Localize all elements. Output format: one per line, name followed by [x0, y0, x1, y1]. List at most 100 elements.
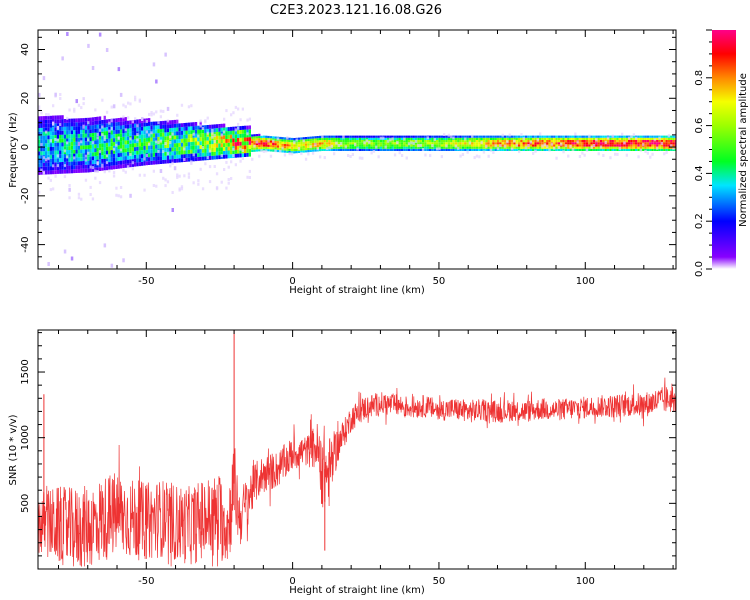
spectrogram-cell — [304, 148, 308, 151]
spectrogram-cell — [115, 133, 118, 138]
spectrogram-cell — [248, 176, 251, 179]
spectrogram-cell — [187, 146, 191, 150]
spectrogram-cell — [251, 143, 254, 146]
spectrogram-cell — [386, 142, 390, 145]
spectrogram-cell — [660, 148, 664, 151]
spectrogram-cell — [606, 148, 610, 151]
spectrogram-cell — [108, 138, 111, 143]
spectrogram-cell — [557, 135, 561, 138]
spectrogram-cell — [138, 158, 141, 163]
spectrogram-cell — [115, 157, 118, 162]
spectrogram-cell — [59, 115, 62, 120]
spectrogram-cell — [155, 148, 158, 153]
spectrogram-cell — [187, 105, 191, 109]
spectrogram-cell — [138, 99, 141, 103]
spectrogram-outlier — [91, 66, 95, 70]
spectrogram-cell — [105, 135, 109, 139]
spectrogram-cell — [176, 127, 179, 132]
spectrogram-cell — [578, 144, 582, 147]
spectrogram-cell — [150, 141, 153, 146]
spectrogram-cell — [54, 146, 57, 151]
spectrogram-cell — [176, 123, 179, 128]
spectrogram-cell — [166, 136, 170, 140]
spectrogram-cell — [630, 144, 633, 147]
spectrogram-cell — [354, 137, 357, 140]
spectrogram-cell — [290, 152, 294, 156]
spectrogram-cell — [426, 136, 429, 140]
spectrogram-cell — [653, 148, 657, 151]
spectrogram-cell — [480, 141, 483, 145]
spectrogram-cell — [525, 148, 528, 151]
spectrogram-cell — [651, 140, 654, 143]
spectrogram-cell — [281, 141, 284, 144]
spectrogram-cell — [328, 146, 331, 150]
spectrogram-cell — [98, 151, 102, 156]
spectrogram-cell — [157, 129, 160, 133]
spectrogram-cell — [321, 148, 324, 151]
spectrogram-cell — [215, 186, 219, 190]
x-tick-label: 0 — [289, 576, 295, 587]
spectrogram-cell — [183, 130, 186, 135]
spectrogram-cell — [400, 144, 404, 147]
spectrogram-cell — [241, 141, 244, 146]
spectrogram-cell — [632, 142, 635, 145]
spectrogram-cell — [522, 142, 525, 145]
spectrogram-cell — [68, 108, 71, 112]
spectrogram-cell — [117, 118, 120, 122]
spectrogram-cell — [105, 119, 109, 124]
spectrogram-cell — [162, 132, 165, 137]
spectrogram-cell — [585, 137, 589, 140]
spectrogram-cell — [61, 115, 64, 120]
spectrogram-cell — [131, 139, 134, 144]
spectrogram-cell — [452, 148, 455, 151]
spectrogram-cell — [122, 148, 125, 153]
spectrogram-cell — [63, 161, 67, 166]
spectrogram-cell — [124, 148, 127, 153]
spectrogram-cell — [119, 125, 123, 130]
spectrogram-cell — [452, 140, 455, 143]
spectrogram-cell — [571, 140, 575, 143]
spectrogram-cell — [141, 161, 144, 166]
spectrogram-cell — [309, 141, 312, 144]
spectrogram-cell — [251, 136, 254, 139]
spectrogram-cell — [349, 142, 352, 145]
spectrogram-cell — [578, 148, 582, 151]
spectrogram-cell — [110, 154, 113, 158]
spectrogram-cell — [134, 143, 137, 148]
spectrogram-cell — [391, 146, 394, 149]
spectrogram-cell — [47, 115, 50, 120]
spectrogram-cell — [365, 146, 369, 149]
spectrogram-cell — [447, 133, 450, 137]
spectrogram-cell — [429, 144, 432, 147]
spectrogram-cell — [623, 141, 626, 145]
spectrogram-cell — [119, 145, 123, 149]
spectrogram-cell — [87, 149, 90, 153]
spectrogram-cell — [646, 135, 649, 138]
spectrogram-cell — [253, 134, 256, 137]
spectrogram-cell — [501, 140, 504, 143]
spectrogram-cell — [103, 135, 106, 139]
spectrogram-cell — [119, 137, 123, 142]
spectrogram-cell — [96, 120, 99, 125]
spectrogram-cell — [398, 148, 401, 151]
spectrogram-cell — [642, 137, 645, 140]
spectrogram-cell — [127, 116, 130, 120]
spectrogram-cell — [248, 137, 251, 141]
spectrogram-cell — [473, 146, 476, 149]
spectrogram-cell — [244, 129, 247, 134]
spectrogram-cell — [136, 133, 139, 137]
spectrogram-cell — [457, 140, 460, 143]
spectrogram-cell — [414, 135, 418, 138]
spectrogram-cell — [372, 144, 376, 147]
spectrogram-cell — [335, 144, 338, 147]
spectrogram-cell — [482, 142, 486, 145]
spectrogram-cell — [272, 142, 275, 146]
spectrogram-cell — [450, 140, 453, 143]
spectrogram-outlier — [141, 117, 144, 122]
spectrogram-cell — [611, 142, 614, 145]
spectrogram-cell — [77, 157, 81, 162]
spectrogram-cell — [405, 135, 408, 138]
spectrogram-cell — [246, 133, 249, 138]
spectrogram-cell — [94, 140, 97, 145]
spectrogram-cell — [539, 142, 542, 145]
